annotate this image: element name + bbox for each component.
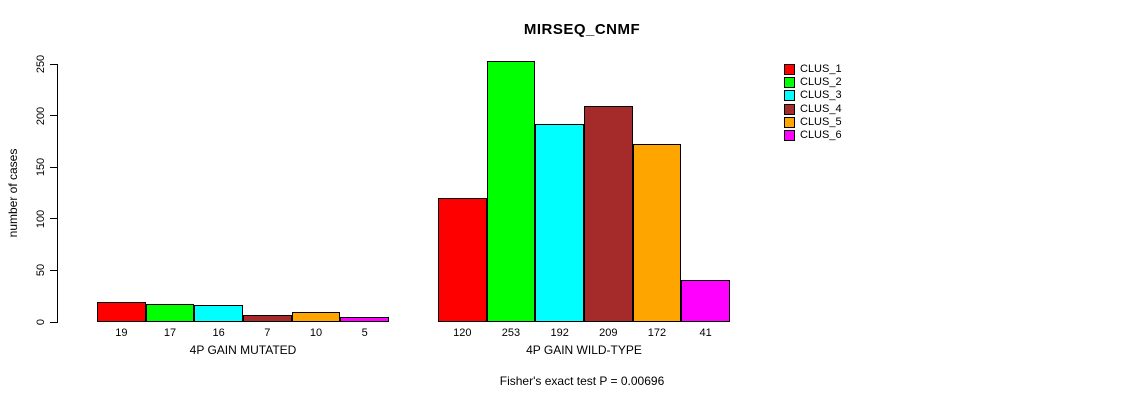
y-axis-tick-label: 100 [35, 209, 47, 228]
y-axis-tick [50, 115, 57, 117]
legend-label: CLUS_6 [800, 129, 842, 142]
legend-item-clus_5: CLUS_5 [784, 116, 842, 129]
bar-value-label: 253 [501, 327, 521, 339]
legend-swatch-clus_3 [784, 90, 795, 102]
group-label: 4P GAIN WILD-TYPE [526, 343, 642, 357]
legend-label: CLUS_2 [800, 76, 842, 89]
y-axis-tick-label: 200 [35, 106, 47, 125]
bar-clus_1-group2 [438, 198, 487, 322]
y-axis-tick-label: 150 [35, 158, 47, 177]
bar-value-label: 17 [163, 327, 177, 339]
chart-title: MIRSEQ_CNMF [523, 21, 641, 38]
legend-label: CLUS_1 [800, 63, 842, 76]
bar-clus_2-group2 [486, 60, 536, 322]
legend-item-clus_6: CLUS_6 [784, 129, 842, 142]
legend-label: CLUS_4 [800, 102, 842, 115]
legend-swatch-clus_2 [784, 77, 795, 89]
bar-clus_5-group1 [291, 311, 341, 322]
bar-clus_5-group2 [632, 144, 682, 322]
bar-value-label: 19 [115, 327, 128, 339]
bar-value-label: 172 [647, 327, 667, 339]
legend-item-clus_4: CLUS_4 [784, 103, 842, 116]
legend-item-clus_1: CLUS_1 [784, 63, 842, 76]
legend-swatch-clus_6 [784, 130, 795, 142]
bar-value-label: 16 [212, 327, 225, 339]
bar-value-label: 7 [264, 327, 271, 339]
bar-clus_3-group2 [535, 123, 584, 322]
bar-value-label: 192 [550, 327, 569, 339]
bar-clus_6-group2 [681, 279, 730, 322]
bar-value-label: 41 [699, 327, 712, 339]
legend-swatch-clus_1 [784, 64, 795, 76]
bar-value-label: 209 [599, 327, 618, 339]
bar-clus_2-group1 [145, 304, 195, 322]
legend: CLUS_1 CLUS_2 CLUS_3 CLUS_4 CLUS_5 CLUS_6 [784, 63, 842, 142]
legend-label: CLUS_3 [800, 89, 842, 102]
y-axis-tick [50, 218, 57, 220]
bar-value-label: 120 [453, 327, 472, 339]
y-axis-tick-label: 0 [35, 318, 47, 326]
y-axis-tick [50, 321, 57, 323]
bar-clus_4-group2 [584, 106, 633, 322]
bar-value-label: 10 [309, 327, 323, 339]
legend-item-clus_3: CLUS_3 [784, 89, 842, 102]
y-axis-tick-label: 250 [35, 54, 47, 74]
y-axis-tick [50, 63, 57, 65]
bar-clus_6-group1 [340, 316, 389, 322]
y-axis-tick-label: 50 [35, 264, 47, 277]
legend-label: CLUS_5 [800, 115, 842, 128]
bar-clus_4-group1 [243, 314, 292, 322]
legend-item-clus_2: CLUS_2 [784, 76, 842, 89]
y-axis-line [57, 64, 58, 323]
group-label: 4P GAIN MUTATED [189, 343, 297, 357]
y-axis-tick [50, 269, 57, 271]
legend-swatch-clus_5 [784, 116, 795, 128]
y-axis-tick [50, 166, 57, 168]
bar-clus_3-group1 [194, 305, 243, 322]
bar-clus_1-group1 [97, 302, 146, 322]
fisher-test-caption: Fisher's exact test P = 0.00696 [499, 374, 665, 388]
bar-value-label: 5 [361, 327, 368, 339]
legend-swatch-clus_4 [784, 103, 795, 115]
